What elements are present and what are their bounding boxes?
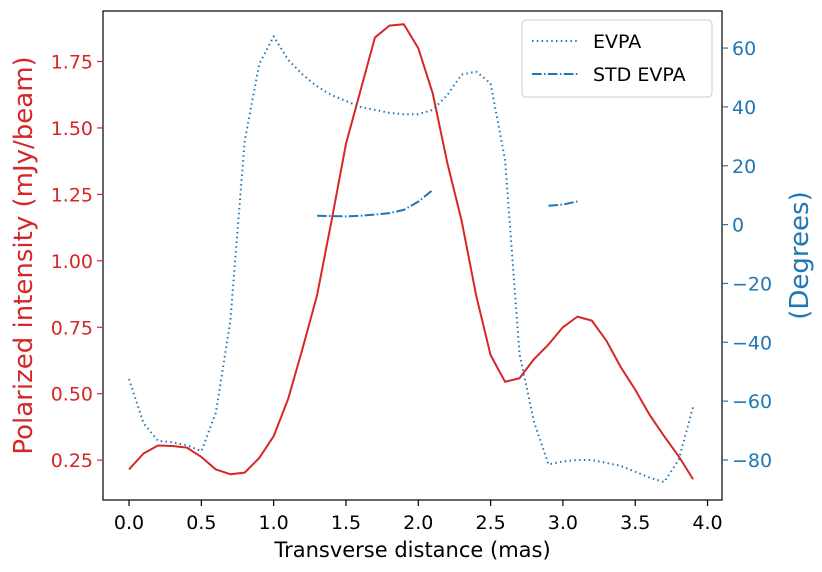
legend: EVPA STD EVPA bbox=[521, 19, 713, 98]
x-tick-label: 3.0 bbox=[548, 512, 578, 534]
x-tick-label: 3.5 bbox=[620, 512, 650, 534]
right-y-tick-label: 40 bbox=[732, 97, 756, 119]
x-tick-label: 0.5 bbox=[186, 512, 216, 534]
right-y-axis: −80 −60 −40 −20 0 20 40 60 bbox=[722, 38, 772, 472]
x-tick-label: 0.0 bbox=[114, 512, 144, 534]
right-y-tick-label: 0 bbox=[732, 215, 744, 237]
left-y-tick-label: 0.25 bbox=[51, 450, 93, 472]
left-y-tick-label: 1.25 bbox=[51, 184, 93, 206]
right-y-tick-label: −80 bbox=[732, 450, 772, 472]
left-y-axis-label: Polarized intensity (mJy/beam) bbox=[9, 56, 39, 454]
series-lines bbox=[128, 23, 695, 484]
right-y-tick-label: 60 bbox=[732, 38, 756, 60]
legend-evpa-label: EVPA bbox=[593, 31, 641, 53]
polarized-intensity-line bbox=[128, 23, 694, 480]
x-tick-label: 4.0 bbox=[692, 512, 722, 534]
x-axis-label: Transverse distance (mas) bbox=[273, 538, 550, 562]
evpa-line bbox=[128, 35, 695, 484]
left-y-tick-label: 1.75 bbox=[51, 51, 93, 73]
x-tick-label: 1.0 bbox=[259, 512, 289, 534]
right-y-tick-label: 20 bbox=[732, 156, 756, 178]
x-tick-label: 2.0 bbox=[403, 512, 433, 534]
left-y-tick-label: 0.75 bbox=[51, 317, 93, 339]
right-y-axis-label: (Degrees) bbox=[785, 191, 815, 319]
x-tick-label: 2.5 bbox=[475, 512, 505, 534]
x-axis: 0.0 0.5 1.0 1.5 2.0 2.5 3.0 3.5 4.0 bbox=[114, 500, 723, 534]
left-y-axis: 0.25 0.50 0.75 1.00 1.25 1.50 1.75 bbox=[51, 51, 103, 472]
plot-frame bbox=[102, 10, 723, 501]
legend-box bbox=[521, 19, 713, 98]
x-tick-label: 1.5 bbox=[331, 512, 361, 534]
std-evpa-line bbox=[317, 189, 434, 218]
left-y-tick-label: 1.00 bbox=[51, 251, 93, 273]
left-y-tick-label: 1.50 bbox=[51, 118, 93, 140]
legend-std-evpa-label: STD EVPA bbox=[593, 64, 686, 86]
right-y-tick-label: −60 bbox=[732, 391, 772, 413]
std-evpa-line bbox=[548, 200, 578, 207]
left-y-tick-label: 0.50 bbox=[51, 384, 93, 406]
right-y-tick-label: −20 bbox=[732, 273, 772, 295]
right-y-tick-label: −40 bbox=[732, 332, 772, 354]
